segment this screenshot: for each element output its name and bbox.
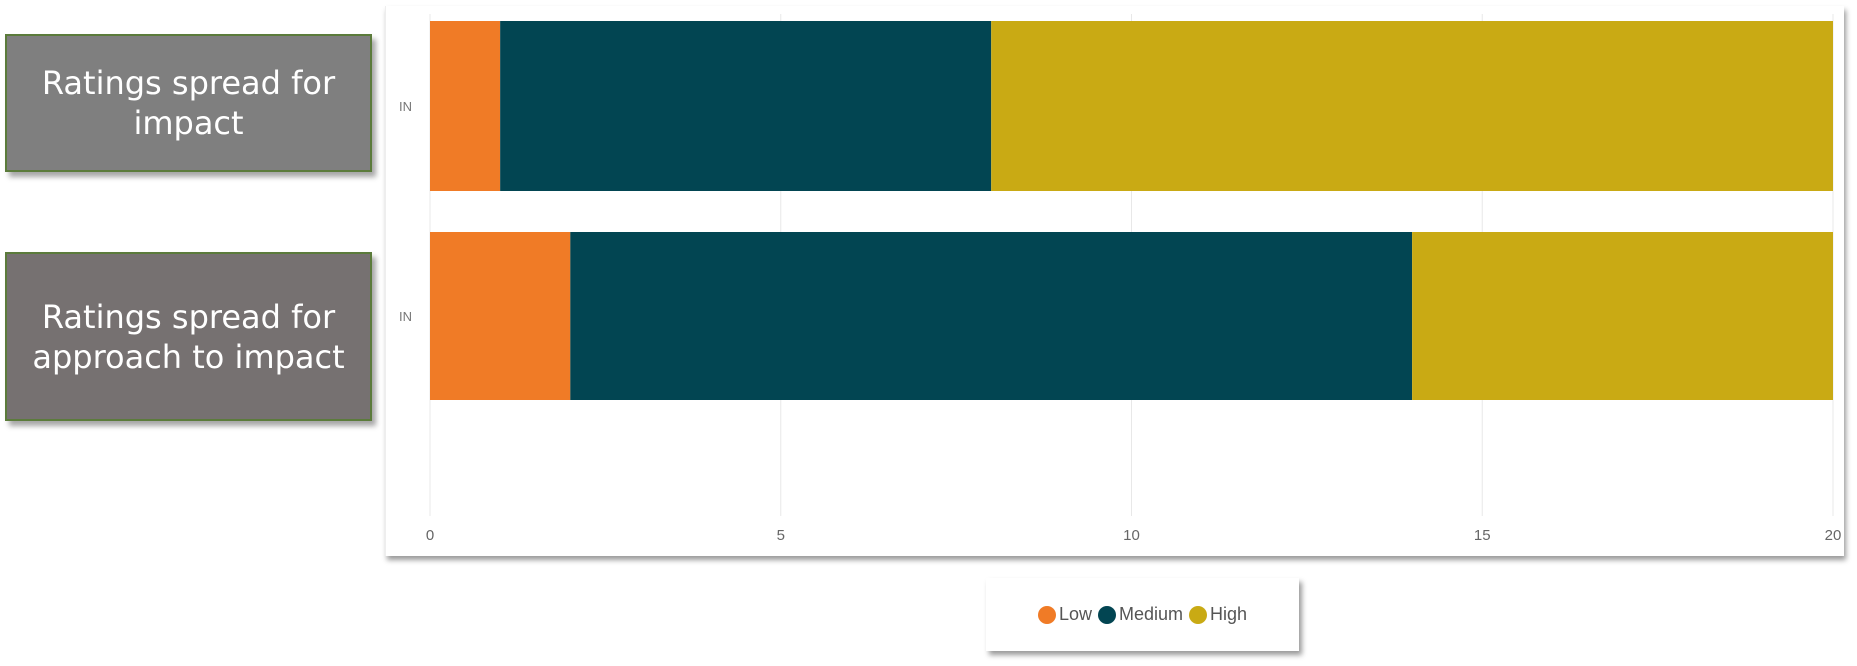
x-tick-label: 5 (777, 527, 785, 544)
bar-high (991, 21, 1833, 191)
y-category-label: IN (399, 99, 412, 114)
legend-dot-icon (1189, 605, 1208, 624)
legend-item-medium: Medium (1097, 604, 1184, 625)
legend-label: Low (1058, 604, 1092, 624)
bar-medium (570, 232, 1413, 400)
label-approach-to-impact: Ratings spread for approach to impact (5, 252, 372, 421)
legend-dot-icon (1097, 605, 1116, 624)
legend-item-high: High (1189, 604, 1247, 625)
bar-medium (500, 21, 992, 191)
bar-low (430, 232, 571, 400)
legend-label: Medium (1118, 604, 1184, 624)
legend-dot-icon (1037, 605, 1056, 624)
x-tick-label: 15 (1474, 527, 1491, 544)
legend-label: High (1210, 604, 1248, 624)
bar-low (430, 21, 501, 191)
x-tick-label: 10 (1123, 527, 1140, 544)
x-tick-label: 20 (1825, 527, 1842, 544)
stacked-bar-chart: 0 5 10 15 20 IN IN (399, 14, 1842, 544)
x-tick-label: 0 (426, 527, 434, 544)
legend: Low Medium High (986, 578, 1299, 651)
y-category-label: IN (399, 309, 412, 324)
label-impact: Ratings spread for impact (5, 34, 372, 172)
chart-frame: 0 5 10 15 20 IN IN (385, 6, 1844, 556)
bar-high (1412, 232, 1833, 400)
legend-item-low: Low (1037, 604, 1092, 625)
